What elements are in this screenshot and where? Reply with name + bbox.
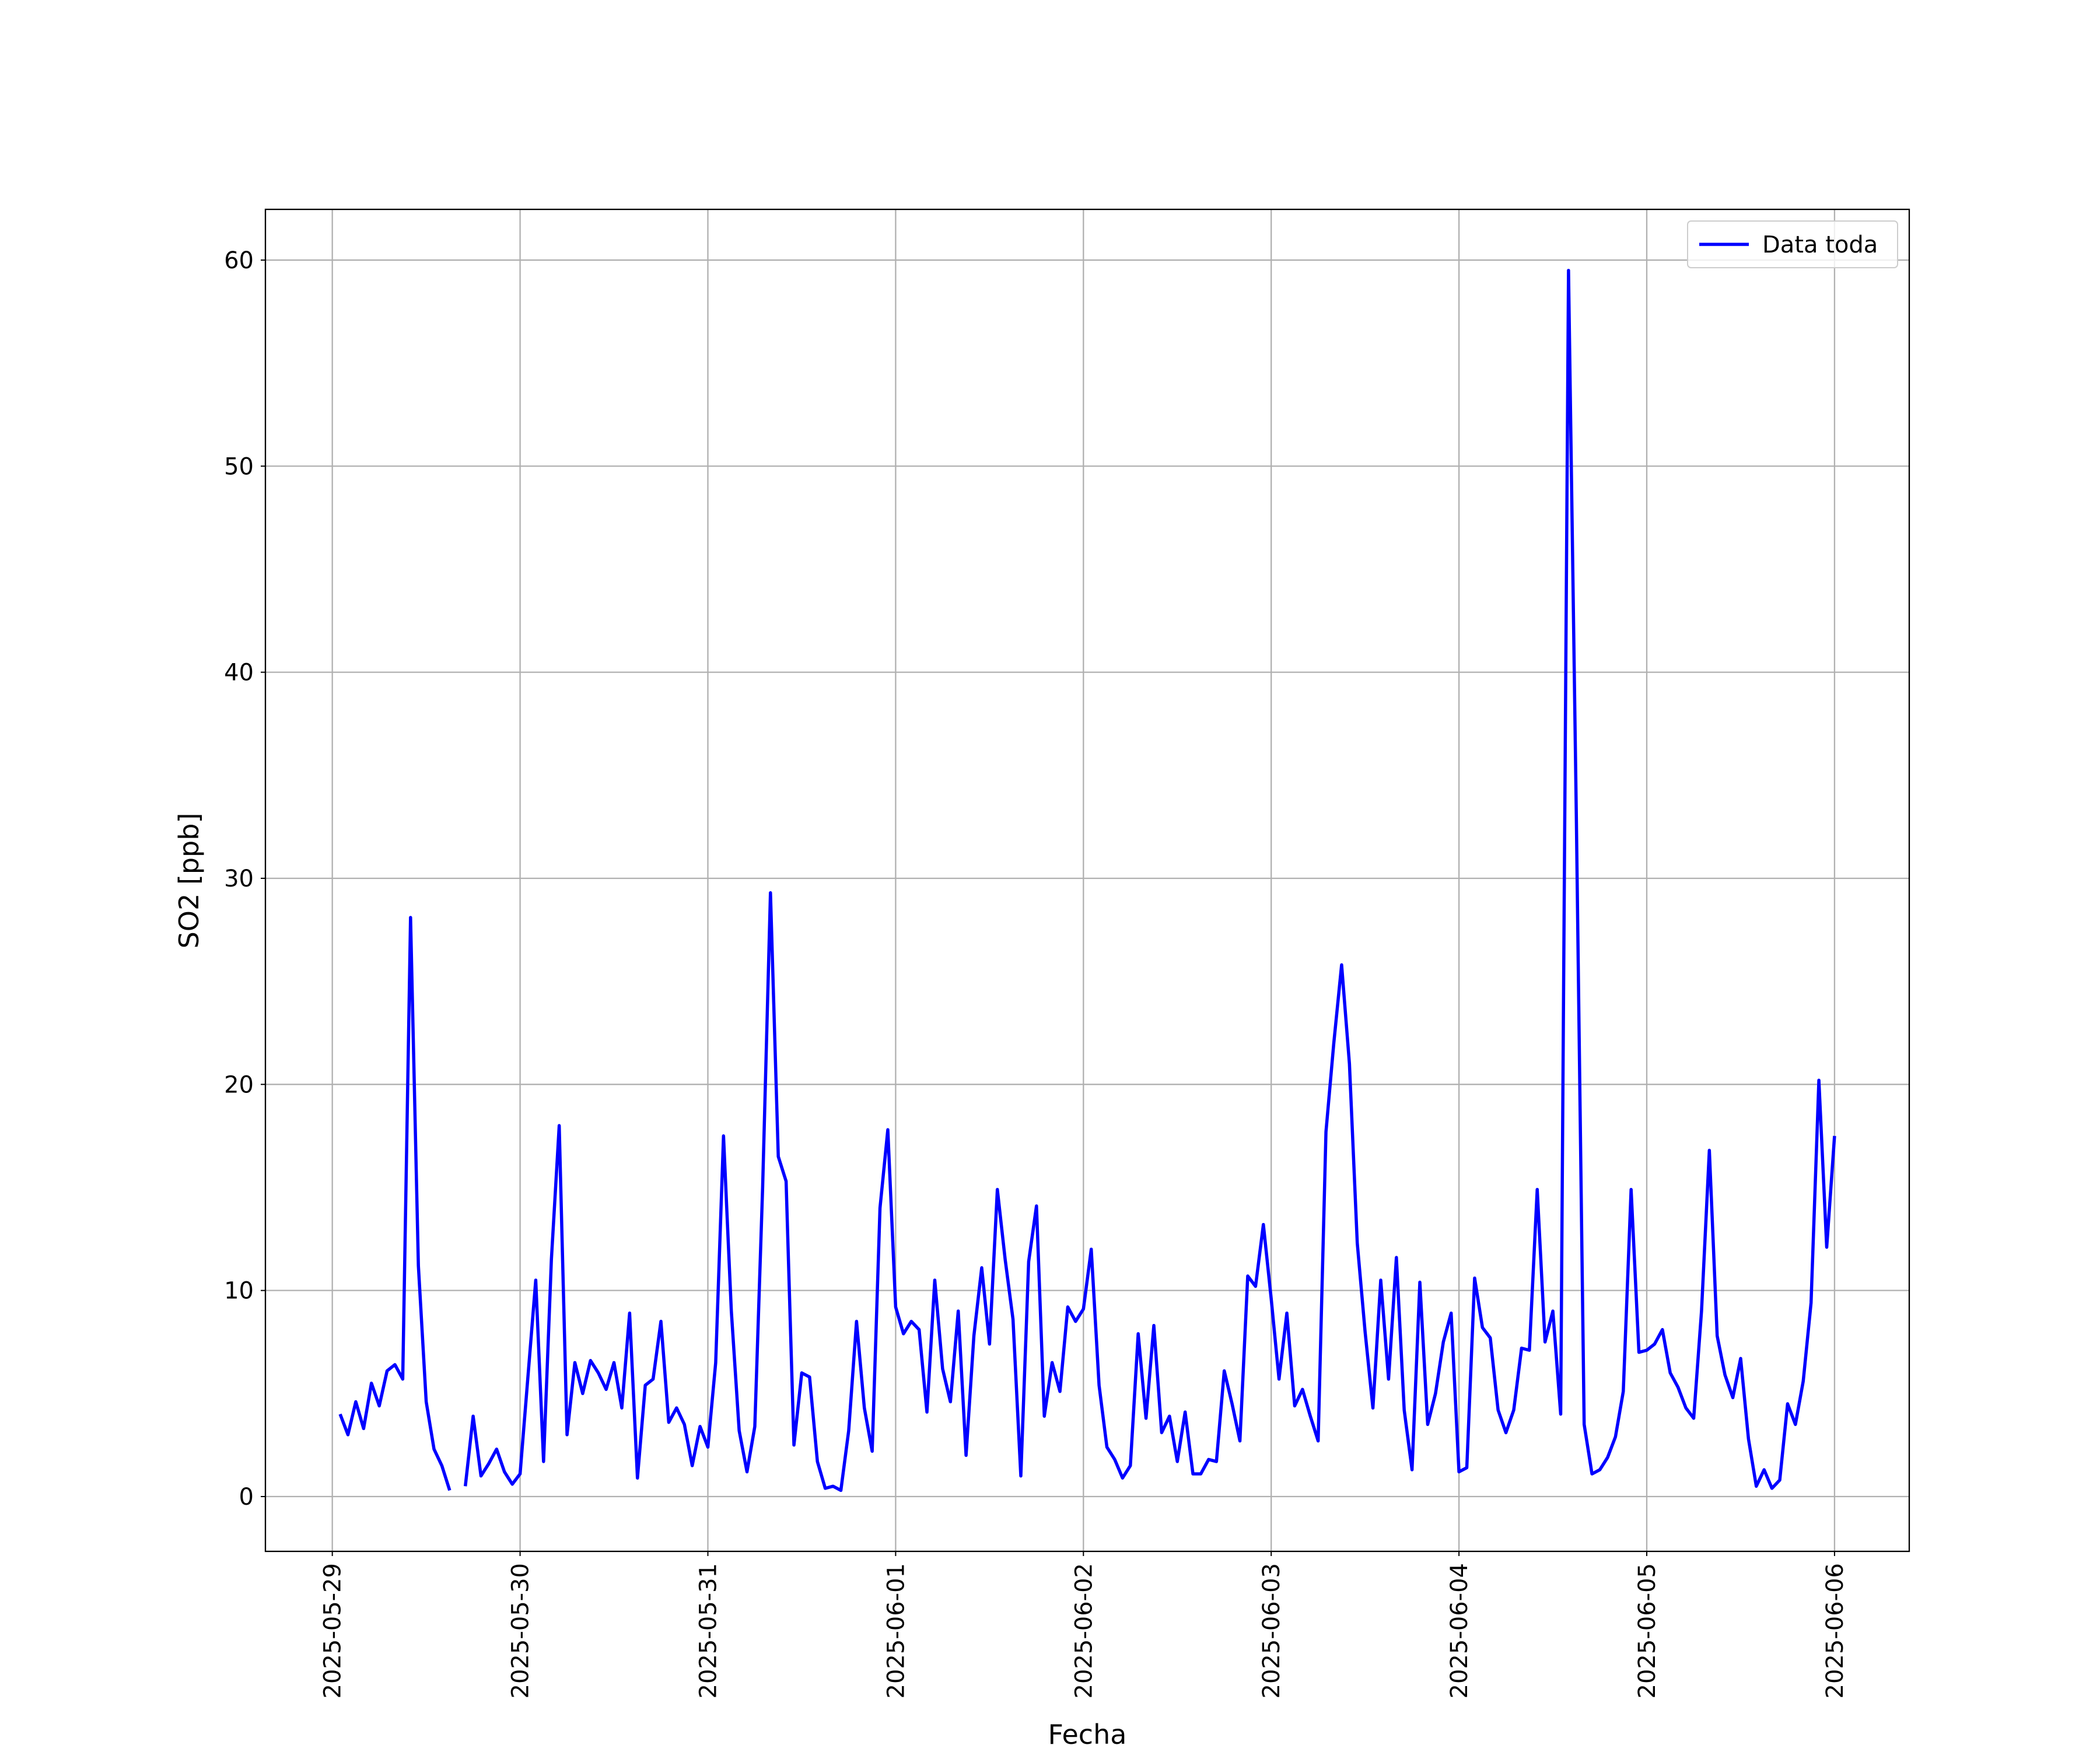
y-axis-label: SO2 [ppb]	[173, 813, 205, 949]
y-tick-label: 20	[224, 1071, 254, 1098]
y-tick-label: 0	[239, 1484, 254, 1511]
x-axis-label: Fecha	[1048, 1719, 1127, 1750]
x-tick-label: 2025-06-05	[1634, 1563, 1661, 1698]
y-tick-label: 50	[224, 453, 254, 480]
x-tick-label: 2025-05-30	[508, 1563, 534, 1698]
legend: Data toda	[1687, 220, 1898, 268]
y-tick-label: 30	[224, 866, 254, 892]
plot-frame	[264, 208, 1910, 1553]
y-tick-label: 10	[224, 1278, 254, 1305]
x-tick-label: 2025-06-02	[1070, 1563, 1097, 1698]
x-tick-label: 2025-06-04	[1446, 1563, 1473, 1698]
x-tick-label: 2025-06-06	[1822, 1563, 1849, 1698]
x-tick-label: 2025-06-01	[883, 1563, 909, 1698]
legend-box	[1687, 220, 1898, 268]
y-tick-label: 40	[224, 660, 254, 686]
data-line	[338, 268, 1836, 1492]
legend-label: Data toda	[1762, 232, 1878, 258]
x-tick-label: 2025-06-03	[1258, 1563, 1285, 1698]
x-tick-label: 2025-05-29	[320, 1563, 346, 1698]
x-tick-label: 2025-05-31	[695, 1563, 722, 1698]
y-tick-label: 60	[224, 247, 254, 274]
